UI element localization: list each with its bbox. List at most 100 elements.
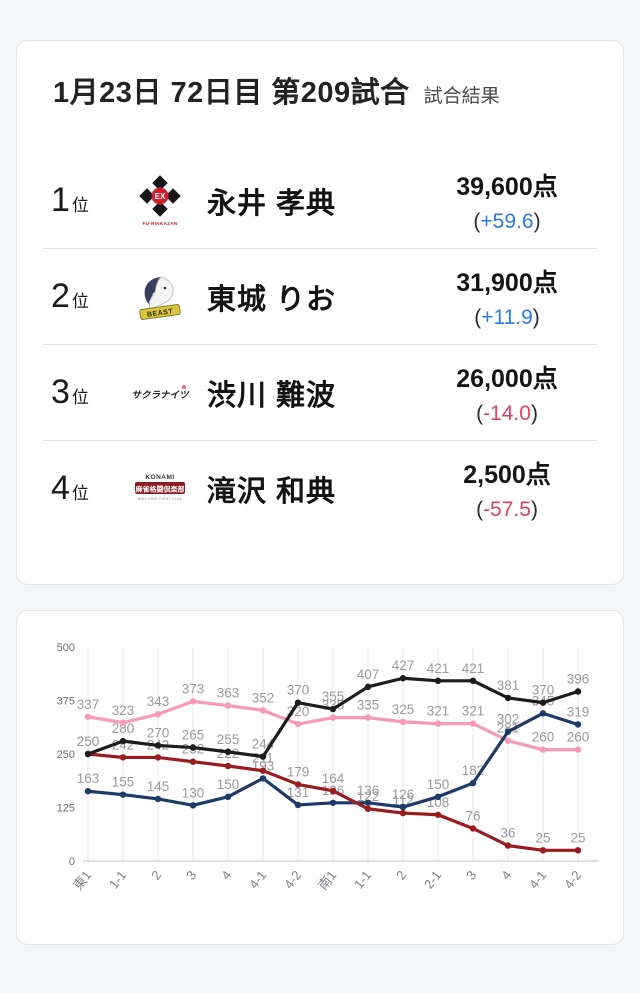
- svg-text:25: 25: [570, 830, 585, 845]
- result-block: 31,900点 (+11.9): [421, 263, 593, 330]
- result-block: 2,500点 (-57.5): [421, 455, 593, 522]
- paren-open: (: [476, 402, 484, 425]
- paren-open: (: [474, 306, 482, 329]
- paren-close: ): [532, 306, 540, 329]
- score-change: (+59.6): [421, 210, 593, 234]
- svg-text:370: 370: [532, 683, 555, 698]
- svg-text:335: 335: [357, 698, 380, 713]
- sakura-knights-logo-icon: サクラナイツ: [131, 384, 190, 401]
- svg-text:1-1: 1-1: [351, 868, 374, 892]
- svg-text:125: 125: [57, 803, 75, 815]
- paren-close: ): [530, 402, 538, 425]
- svg-text:302: 302: [497, 712, 520, 727]
- rank-number: 1: [51, 181, 70, 219]
- svg-text:3: 3: [183, 868, 199, 883]
- player-name: 渋川 難波: [207, 379, 337, 412]
- svg-text:76: 76: [465, 808, 480, 823]
- svg-text:370: 370: [287, 683, 310, 698]
- svg-text:321: 321: [462, 704, 485, 719]
- svg-text:サクラナイツ: サクラナイツ: [131, 390, 190, 401]
- svg-text:BEAST: BEAST: [147, 308, 174, 319]
- beast-logo-icon: BEAST: [139, 276, 181, 320]
- score: 2,500点: [463, 461, 551, 489]
- svg-text:4-2: 4-2: [281, 868, 304, 892]
- svg-text:KONAMI: KONAMI: [145, 474, 174, 481]
- rank-suffix: 位: [71, 484, 89, 503]
- svg-text:407: 407: [357, 667, 380, 682]
- svg-text:36: 36: [500, 826, 515, 841]
- svg-text:250: 250: [77, 734, 100, 749]
- svg-text:396: 396: [567, 672, 590, 687]
- svg-text:136: 136: [357, 783, 380, 798]
- svg-text:126: 126: [392, 787, 415, 802]
- rank-number: 4: [51, 469, 70, 507]
- paren-close: ): [530, 498, 538, 521]
- svg-text:270: 270: [147, 725, 170, 740]
- svg-text:25: 25: [535, 830, 550, 845]
- svg-text:2: 2: [148, 868, 164, 883]
- fu-rinkazan-logo-icon: EX FU-RINKAZAN: [139, 174, 181, 226]
- svg-text:427: 427: [392, 658, 415, 673]
- score-change: (-14.0): [421, 402, 593, 426]
- result-block: 26,000点 (-14.0): [421, 359, 593, 426]
- svg-text:4-1: 4-1: [246, 868, 269, 892]
- svg-text:2-1: 2-1: [421, 868, 444, 892]
- change-value: +59.6: [480, 210, 534, 233]
- svg-text:281: 281: [497, 721, 520, 736]
- rank-suffix: 位: [71, 196, 89, 215]
- team-logo: BEAST: [117, 272, 203, 322]
- svg-text:0: 0: [69, 856, 75, 868]
- rank-number: 2: [51, 277, 70, 315]
- svg-text:南1: 南1: [315, 868, 339, 893]
- svg-text:2: 2: [393, 868, 409, 883]
- svg-text:265: 265: [182, 728, 205, 743]
- svg-text:250: 250: [77, 734, 100, 749]
- svg-text:250: 250: [57, 749, 75, 761]
- page: { "header": { "title": "1月23日 72日目 第209試…: [0, 40, 640, 993]
- player-name: 永井 孝典: [207, 187, 337, 220]
- svg-text:131: 131: [287, 785, 310, 800]
- rank-suffix: 位: [71, 388, 89, 407]
- result-block: 39,600点 (+59.6): [421, 167, 593, 234]
- svg-text:164: 164: [322, 771, 345, 786]
- svg-text:260: 260: [532, 730, 555, 745]
- svg-text:150: 150: [217, 777, 240, 792]
- svg-text:421: 421: [462, 661, 485, 676]
- svg-text:麻雀格闘倶楽部: 麻雀格闘倶楽部: [135, 484, 185, 493]
- chart-card: 東1 1-1 2 3 4 4-1 4-2 南1 1-1 2 2-1 3 4 4-1 4-2 0 125 250 37…: [16, 610, 624, 945]
- svg-text:MAH-JONG FIGHT CLUB: MAH-JONG FIGHT CLUB: [138, 497, 182, 501]
- svg-text:4-2: 4-2: [561, 868, 584, 892]
- svg-text:FU-RINKAZAN: FU-RINKAZAN: [143, 221, 178, 226]
- paren-open: (: [473, 210, 481, 233]
- svg-text:363: 363: [217, 686, 240, 701]
- change-value: +11.9: [481, 306, 533, 329]
- svg-text:320: 320: [287, 704, 310, 719]
- svg-text:122: 122: [357, 789, 380, 804]
- svg-text:255: 255: [217, 732, 240, 747]
- row-divider: [43, 344, 597, 345]
- player-name: 滝沢 和典: [207, 475, 337, 508]
- svg-text:4: 4: [498, 868, 514, 883]
- svg-text:337: 337: [77, 697, 100, 712]
- svg-text:373: 373: [182, 681, 205, 696]
- page-subtitle: 試合結果: [423, 86, 500, 107]
- svg-text:323: 323: [112, 703, 135, 718]
- svg-text:東1: 東1: [70, 868, 94, 893]
- row-divider: [43, 440, 597, 441]
- svg-text:4-1: 4-1: [526, 868, 549, 892]
- svg-text:130: 130: [182, 785, 205, 800]
- rank-number: 3: [51, 373, 70, 411]
- score: 26,000点: [456, 365, 558, 393]
- svg-text:319: 319: [567, 704, 590, 719]
- svg-text:375: 375: [57, 696, 75, 708]
- page-title: 1月23日 72日目 第209試合: [53, 77, 410, 109]
- svg-text:280: 280: [112, 721, 135, 736]
- svg-text:355: 355: [322, 689, 345, 704]
- score-chart: 東1 1-1 2 3 4 4-1 4-2 南1 1-1 2 2-1 3 4 4-1 4-2 0 125 250 37…: [57, 642, 599, 893]
